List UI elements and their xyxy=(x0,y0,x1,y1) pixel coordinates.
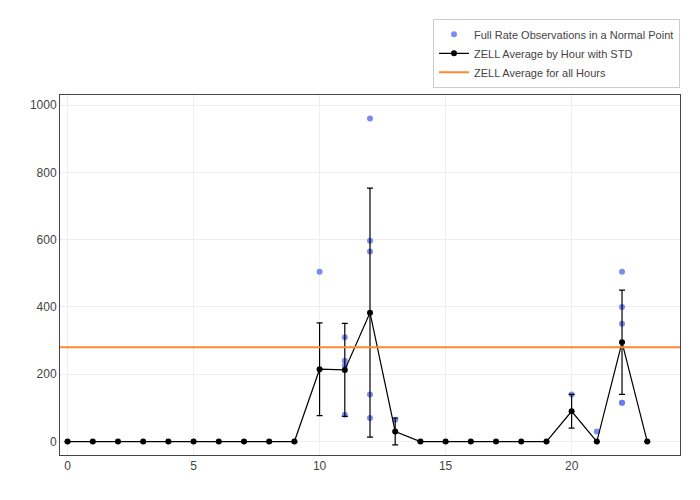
svg-text:0: 0 xyxy=(50,435,57,449)
svg-text:5: 5 xyxy=(190,459,197,473)
svg-text:800: 800 xyxy=(37,166,57,180)
svg-text:20: 20 xyxy=(565,459,579,473)
svg-text:600: 600 xyxy=(37,233,57,247)
svg-text:ZELL Average for all Hours: ZELL Average for all Hours xyxy=(474,67,606,79)
svg-text:400: 400 xyxy=(37,300,57,314)
svg-text:0: 0 xyxy=(64,459,71,473)
svg-text:15: 15 xyxy=(439,459,453,473)
svg-text:ZELL Average by Hour with STD: ZELL Average by Hour with STD xyxy=(474,48,632,60)
svg-text:10: 10 xyxy=(313,459,327,473)
svg-text:200: 200 xyxy=(37,367,57,381)
svg-text:Full Rate Observations in a No: Full Rate Observations in a Normal Point xyxy=(474,29,673,41)
svg-text:1000: 1000 xyxy=(30,98,57,112)
